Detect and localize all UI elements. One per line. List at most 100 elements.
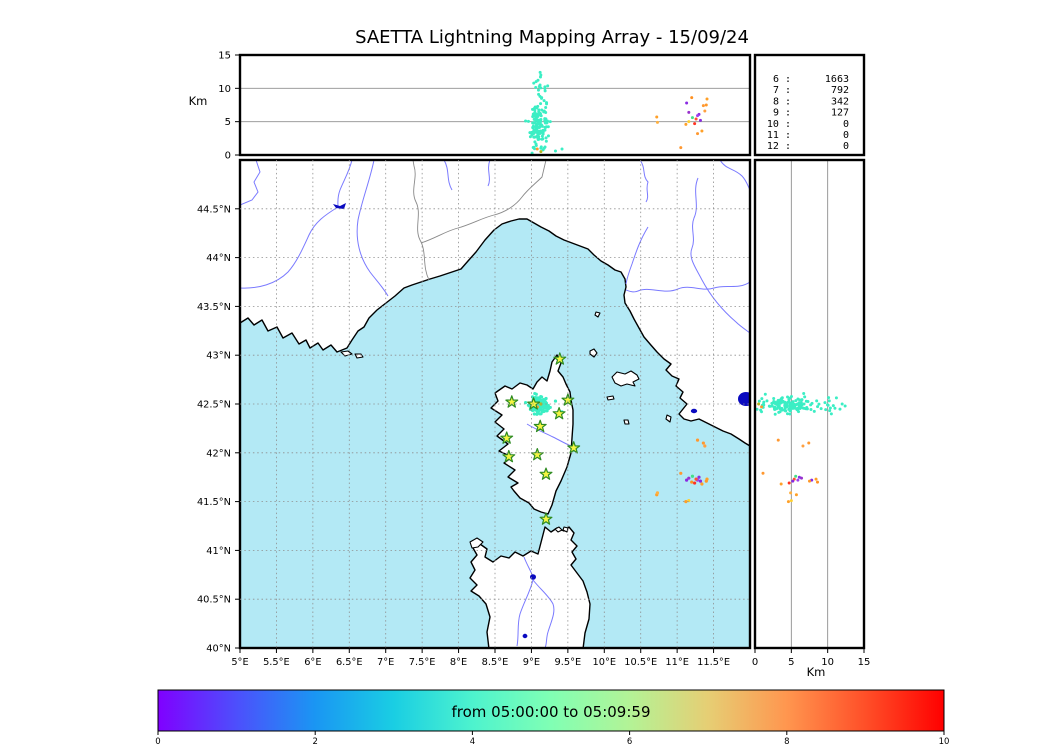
lightning-source-point xyxy=(655,120,659,124)
lightning-source-point xyxy=(797,475,801,479)
lightning-source-point xyxy=(803,395,807,399)
lma-station-star xyxy=(552,407,566,420)
lightning-source-point xyxy=(546,134,550,138)
lightning-source-point xyxy=(815,480,819,484)
right-x-tick-label: 5 xyxy=(788,657,794,668)
lightning-source-point xyxy=(786,500,790,504)
island-maddalena-1 xyxy=(554,526,563,533)
lightning-source-point xyxy=(788,412,792,416)
river-north-2 xyxy=(487,160,491,187)
lma-station-star xyxy=(505,395,519,408)
lightning-source-point xyxy=(843,404,847,408)
island-maddalena-2 xyxy=(562,526,569,533)
lightning-source-point xyxy=(540,137,544,141)
lightning-source-point xyxy=(690,96,694,100)
lightning-source-point xyxy=(537,108,541,112)
lake-sardinia-south xyxy=(522,633,528,639)
river-sardinia-west xyxy=(516,579,534,647)
lon-tick-label: 7.5°E xyxy=(409,657,436,668)
top-panel-frame xyxy=(238,53,752,157)
lightning-source-point xyxy=(544,110,548,114)
lightning-source-point xyxy=(755,407,759,411)
legend-level-label: 10 : xyxy=(767,119,791,130)
lightning-source-point xyxy=(838,407,842,411)
lightning-source-point xyxy=(797,410,801,414)
lightning-source-point xyxy=(810,401,814,405)
lightning-source-point xyxy=(560,147,564,151)
river-north-4 xyxy=(719,160,750,191)
lightning-source-point xyxy=(783,406,787,410)
lightning-source-point xyxy=(774,401,778,405)
lightning-source-point xyxy=(785,412,789,416)
lightning-source-point xyxy=(540,134,544,138)
river-north-3 xyxy=(639,160,649,203)
island-giglio xyxy=(665,414,672,423)
lightning-source-point xyxy=(539,402,543,406)
lightning-source-point xyxy=(827,396,831,400)
lightning-source-point xyxy=(815,399,819,403)
lightning-source-point xyxy=(788,408,792,412)
lightning-source-point xyxy=(757,399,761,403)
right-x-tick-label: 0 xyxy=(752,657,758,668)
lightning-source-point xyxy=(545,121,549,125)
lon-tick-label: 9.5°E xyxy=(555,657,582,668)
lightning-source-point xyxy=(695,438,700,442)
lightning-source-point xyxy=(802,402,806,406)
map-tick-labels: 5°E 5.5°E 6°E 6.5°E 7°E 7.5°E 8°E 8.5°E 9°E 9.5°E… xyxy=(197,204,730,668)
lat-tick-label: 44°N xyxy=(206,253,231,264)
lightning-source-point xyxy=(762,400,766,404)
lightning-source-point xyxy=(760,397,764,401)
lightning-source-point xyxy=(536,88,540,92)
lightning-source-point xyxy=(786,395,790,399)
lma-station-star xyxy=(500,431,514,444)
island-pianosa xyxy=(606,395,615,401)
lightning-source-point xyxy=(532,81,536,85)
right-panel-x-ticks: 0 5 10 15 xyxy=(752,648,870,668)
coastline-mainland-europe xyxy=(240,160,750,447)
top-panel-y-ticks: 0 5 10 15 xyxy=(218,51,240,162)
lightning-source-point xyxy=(537,92,541,96)
island-hyeres-2 xyxy=(354,353,364,359)
lightning-source-point xyxy=(543,89,547,93)
lightning-source-point xyxy=(542,403,546,407)
lightning-source-point xyxy=(798,398,802,402)
right-panel-lightning-points xyxy=(755,392,847,504)
lon-tick-label: 8.5°E xyxy=(482,657,509,668)
lake-serre-poncon xyxy=(333,203,346,209)
lightning-source-point xyxy=(538,132,542,136)
lightning-source-point xyxy=(538,111,542,115)
lightning-source-point xyxy=(801,444,805,448)
lightning-source-point xyxy=(760,405,764,409)
time-colorbar: from 05:00:00 to 05:09:59 0 2 4 6 8 10 xyxy=(155,689,949,747)
lightning-source-point xyxy=(553,149,557,153)
lightning-source-point xyxy=(533,391,537,396)
lightning-source-point xyxy=(819,407,823,411)
legend-frame xyxy=(753,53,866,157)
lightning-source-point xyxy=(701,441,705,445)
lightning-source-point xyxy=(824,408,828,412)
lightning-source-point xyxy=(823,401,827,405)
lightning-source-point xyxy=(760,410,764,414)
lightning-source-point xyxy=(687,110,691,114)
right-panel-x-axis-label: Km xyxy=(807,665,826,679)
lightning-source-point xyxy=(540,108,544,112)
lightning-source-point xyxy=(526,119,530,123)
lightning-source-point xyxy=(540,123,544,127)
top-y-tick-label: 0 xyxy=(225,151,231,162)
river-tiber xyxy=(690,177,750,334)
rivers xyxy=(240,160,750,648)
lightning-source-point xyxy=(548,120,552,124)
lightning-source-point xyxy=(827,399,831,403)
lightning-source-point xyxy=(536,396,540,400)
lake-coghinas xyxy=(530,574,536,580)
lightning-source-point xyxy=(533,108,537,112)
legend-level-label: 12 : xyxy=(767,141,791,152)
lightning-source-point xyxy=(531,112,535,116)
map-content xyxy=(240,160,750,648)
lightning-source-point xyxy=(768,404,772,408)
lightning-source-point xyxy=(531,107,535,111)
right-panel-lat-vs-alt: 0 5 10 15 Km xyxy=(752,158,870,679)
top-y-tick-label: 5 xyxy=(225,117,231,128)
top-panel-lightning-points xyxy=(524,70,709,155)
legend-count-value: 127 xyxy=(831,108,849,119)
